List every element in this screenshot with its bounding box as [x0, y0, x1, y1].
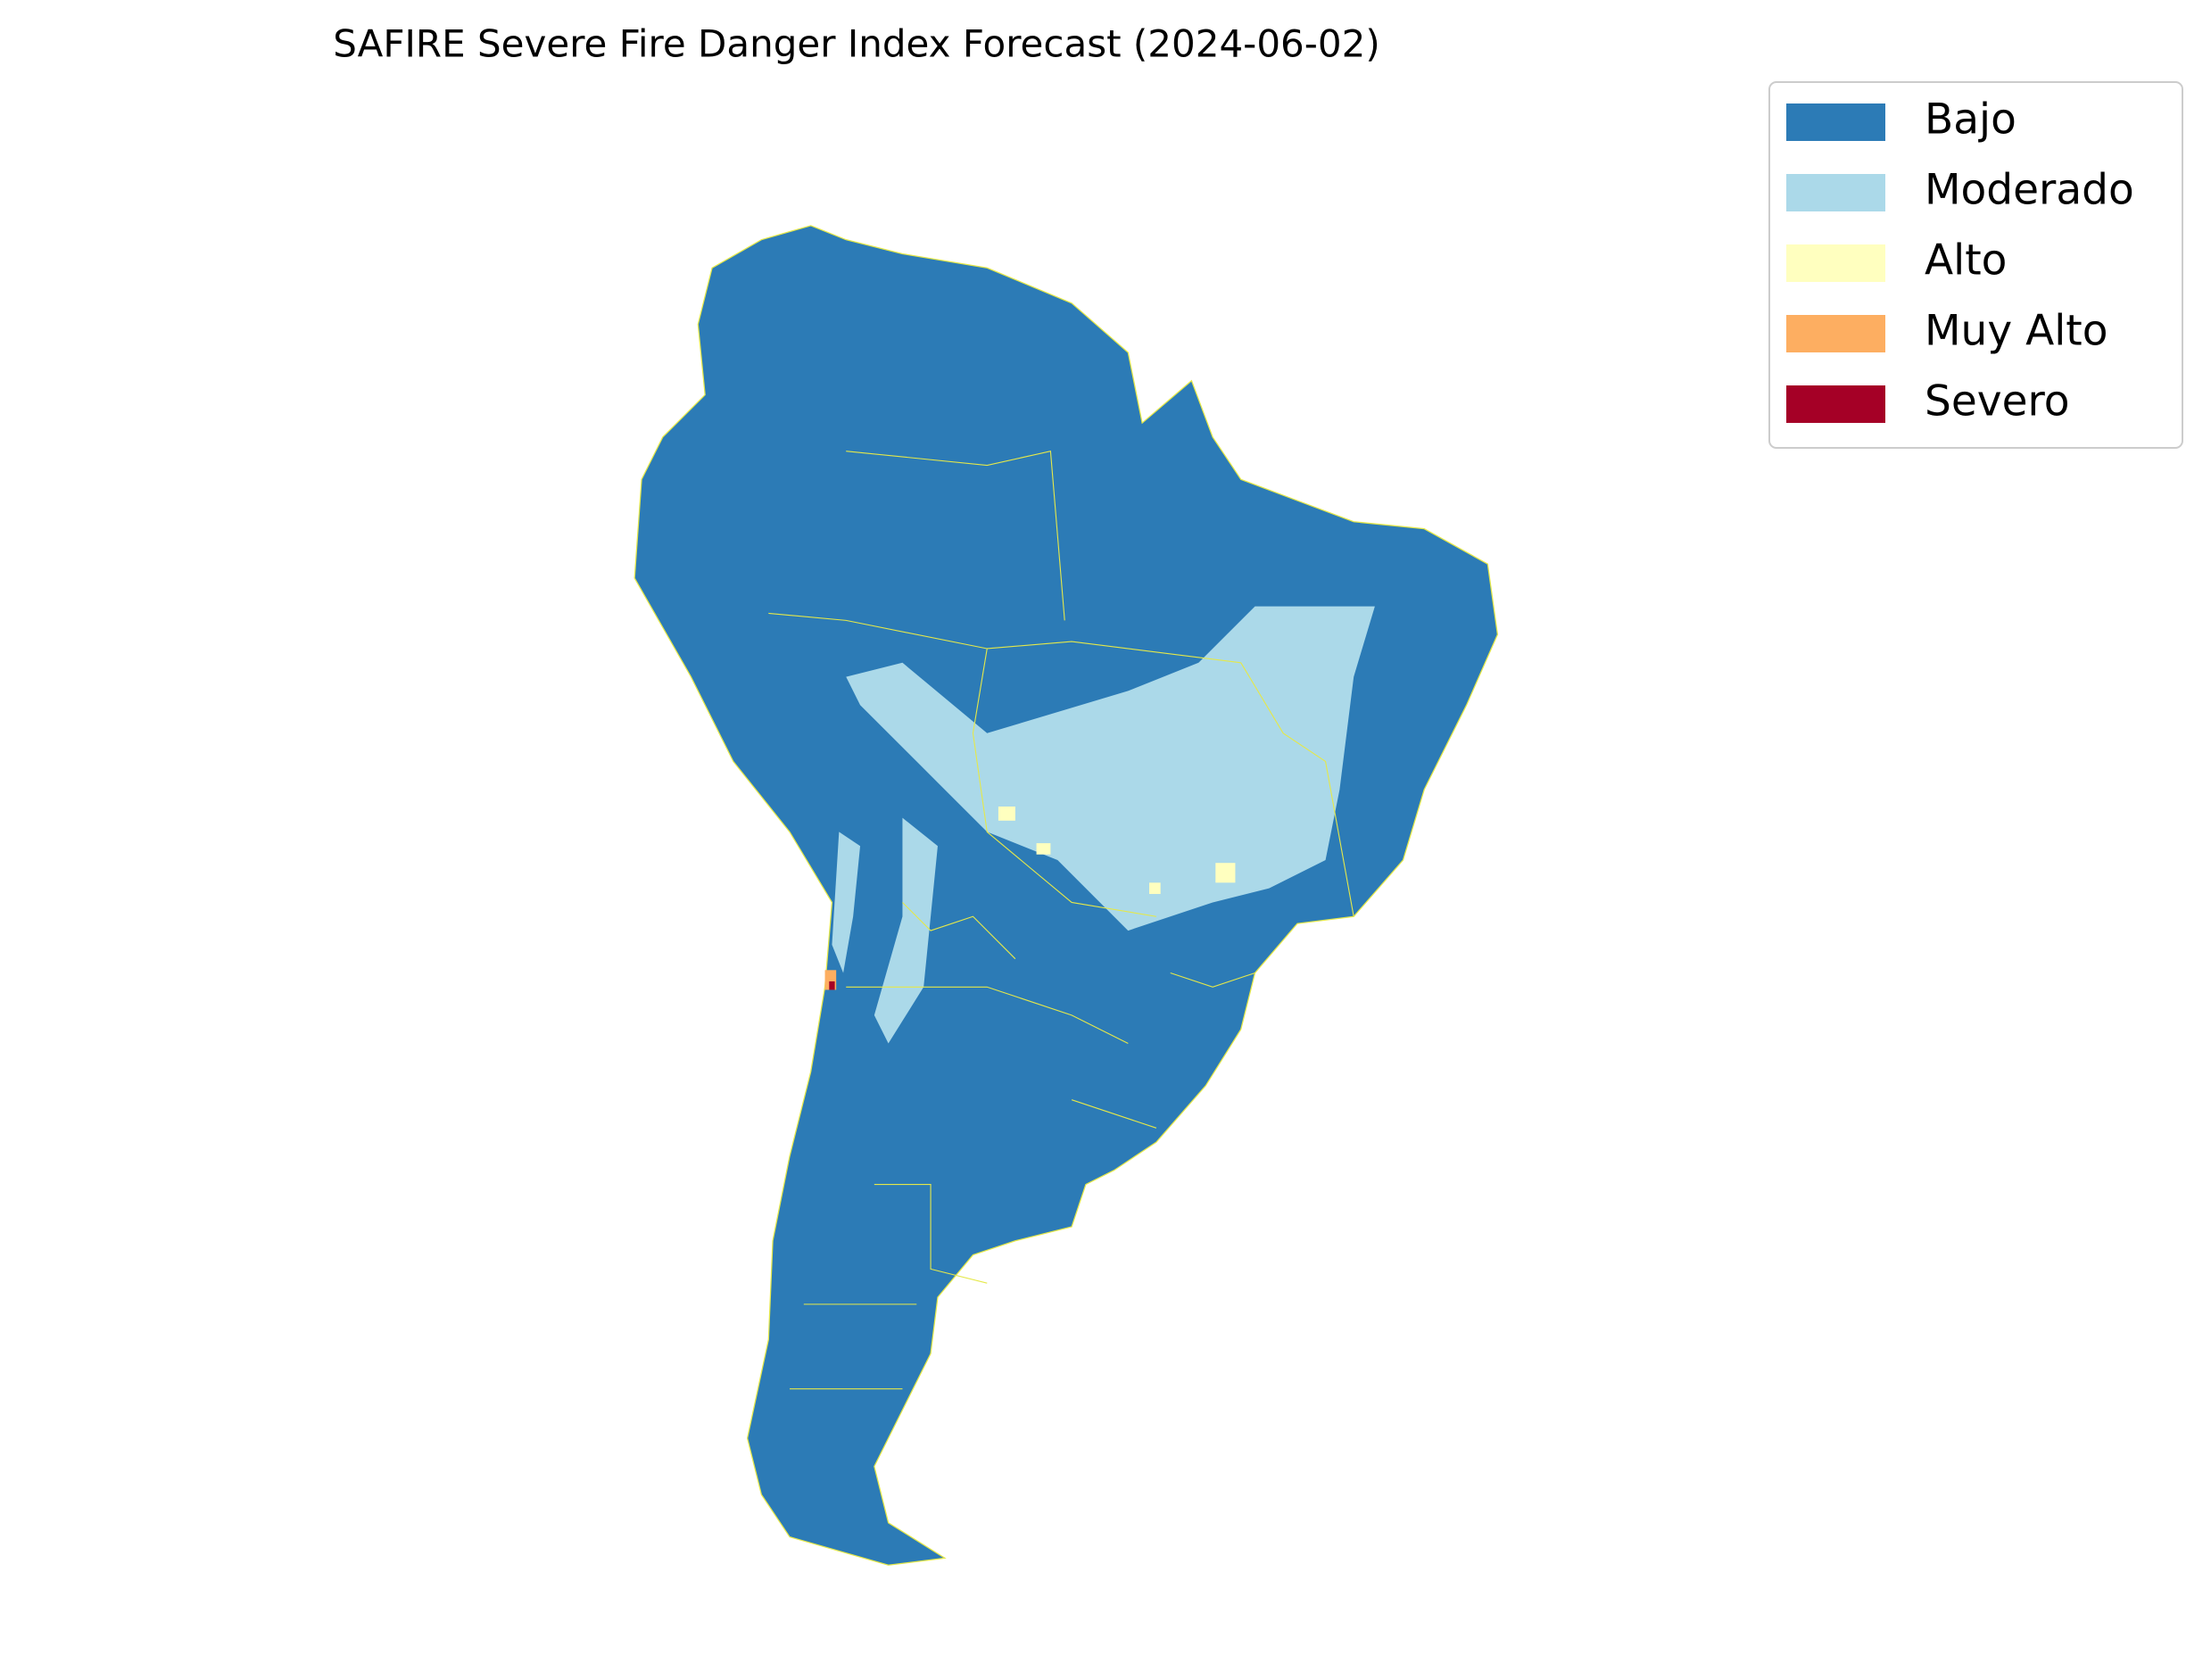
- border: [846, 986, 1129, 1044]
- legend-swatch: [1786, 385, 1885, 423]
- high-zone: [998, 806, 1015, 821]
- continent: [633, 225, 1499, 1566]
- legend-label: Severo: [1925, 377, 2070, 426]
- legend-label: Muy Alto: [1925, 307, 2108, 356]
- moderate-zone: [846, 606, 1375, 931]
- borders: [768, 451, 1354, 1390]
- border: [972, 648, 1157, 917]
- border: [846, 451, 1065, 621]
- moderate-zone: [832, 832, 861, 973]
- high-zone: [1149, 882, 1161, 894]
- legend-label: Alto: [1925, 236, 2007, 286]
- border: [1071, 972, 1255, 1129]
- legend-label: Moderado: [1925, 166, 2134, 215]
- legend-swatch: [1786, 244, 1885, 282]
- legend-swatch: [1786, 174, 1885, 211]
- map-title: SAFIRE Severe Fire Danger Index Forecast…: [333, 22, 1380, 66]
- border: [790, 1303, 917, 1390]
- legend-swatch: [1786, 103, 1885, 141]
- legend-label: Bajo: [1925, 95, 2016, 145]
- legend-swatch: [1786, 315, 1885, 352]
- legend-items: Bajo Moderado Alto Muy Alto Severo: [1786, 95, 2134, 426]
- map: [633, 225, 1499, 1566]
- high-zone: [1215, 863, 1236, 883]
- high-zone: [1036, 843, 1051, 855]
- border: [1240, 662, 1354, 917]
- border: [902, 902, 1016, 960]
- border: [874, 1183, 988, 1284]
- severe-zone: [829, 981, 835, 990]
- legend: [1768, 81, 2183, 449]
